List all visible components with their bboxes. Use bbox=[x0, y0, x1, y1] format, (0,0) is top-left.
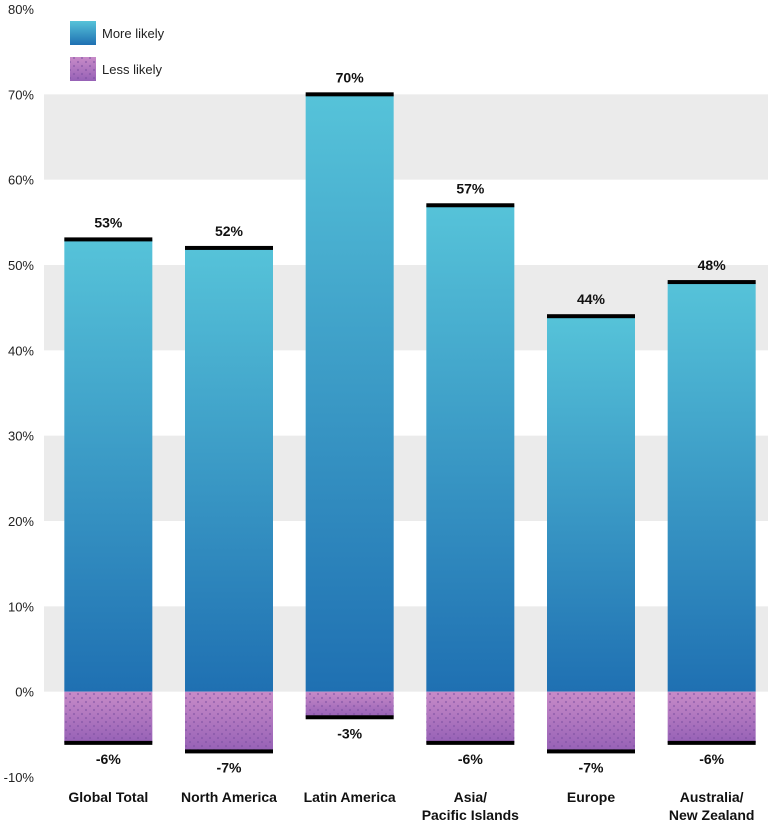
data-label-less-likely: -6% bbox=[458, 751, 483, 767]
y-tick-label: -10% bbox=[4, 770, 35, 785]
x-category-label: Latin America bbox=[304, 789, 396, 805]
data-label-more-likely: 57% bbox=[456, 180, 485, 196]
x-category-label: Global Total bbox=[68, 789, 148, 805]
legend: More likely Less likely bbox=[70, 21, 165, 81]
bar-less-likely-texture bbox=[64, 691, 153, 743]
grid-band bbox=[44, 265, 768, 351]
grid-band bbox=[44, 606, 768, 692]
y-tick-label: 20% bbox=[8, 514, 34, 529]
data-label-less-likely: -6% bbox=[96, 751, 121, 767]
grid-band bbox=[44, 94, 768, 180]
legend-label-more-likely: More likely bbox=[102, 26, 165, 41]
y-axis: -10% 0% 10% 20% 30% 40% 50% 60% 70% 80% bbox=[4, 2, 35, 785]
x-category-label: Europe bbox=[567, 789, 615, 805]
bar-less-likely-texture bbox=[547, 691, 635, 752]
bar-more-likely bbox=[64, 239, 153, 692]
data-label-more-likely: 52% bbox=[215, 223, 244, 239]
bar-more-likely bbox=[426, 205, 515, 692]
bar-more-likely bbox=[185, 247, 273, 692]
y-tick-label: 50% bbox=[8, 258, 34, 273]
y-tick-label: 60% bbox=[8, 173, 34, 188]
grid-bands bbox=[44, 94, 768, 692]
legend-swatch-more-likely bbox=[70, 21, 96, 45]
data-label-less-likely: -7% bbox=[217, 759, 242, 775]
data-label-more-likely: 70% bbox=[336, 69, 365, 85]
data-label-less-likely: -3% bbox=[337, 725, 362, 741]
legend-label-less-likely: Less likely bbox=[102, 62, 162, 77]
bar-cap bbox=[426, 203, 515, 208]
bar-cap bbox=[305, 715, 394, 720]
data-label-less-likely: -7% bbox=[579, 759, 604, 775]
y-tick-label: 0% bbox=[15, 685, 34, 700]
bar-cap bbox=[185, 245, 273, 250]
bar-more-likely bbox=[547, 316, 635, 692]
bar-more-likely bbox=[305, 94, 394, 692]
bar-less-likely-texture bbox=[667, 691, 756, 743]
legend-swatch-less-likely-texture bbox=[70, 57, 96, 81]
bar-less-likely-texture bbox=[426, 691, 515, 743]
bars: 53% 52% 70% 57% 44% 48% -6% -7% -3% -6% -7% -6% bbox=[64, 69, 756, 775]
bar-cap bbox=[667, 280, 756, 285]
bar-cap bbox=[185, 749, 273, 754]
y-tick-label: 40% bbox=[8, 343, 34, 358]
x-category-label: North America bbox=[181, 789, 277, 805]
grid-band bbox=[44, 435, 768, 521]
x-category-label: New Zealand bbox=[669, 807, 755, 821]
y-tick-label: 70% bbox=[8, 87, 34, 102]
bar-less-likely-texture bbox=[185, 691, 273, 752]
data-label-more-likely: 53% bbox=[94, 214, 123, 230]
x-category-label: Australia/ bbox=[680, 789, 744, 805]
bar-cap bbox=[426, 740, 515, 745]
bar-cap bbox=[547, 314, 635, 319]
bar-cap bbox=[64, 740, 153, 745]
bar-cap bbox=[667, 740, 756, 745]
y-tick-label: 80% bbox=[8, 2, 34, 17]
data-label-more-likely: 44% bbox=[577, 291, 606, 307]
x-category-label: Pacific Islands bbox=[422, 807, 519, 821]
data-label-more-likely: 48% bbox=[698, 257, 727, 273]
bar-cap bbox=[64, 237, 153, 242]
x-axis: Global Total North America Latin America As… bbox=[68, 789, 754, 821]
data-label-less-likely: -6% bbox=[699, 751, 724, 767]
x-category-label: Asia/ bbox=[454, 789, 488, 805]
bar-less-likely-texture bbox=[305, 691, 394, 718]
bar-cap bbox=[305, 92, 394, 97]
bar-more-likely bbox=[667, 282, 756, 692]
y-tick-label: 10% bbox=[8, 599, 34, 614]
bar-cap bbox=[547, 749, 635, 754]
y-tick-label: 30% bbox=[8, 429, 34, 444]
